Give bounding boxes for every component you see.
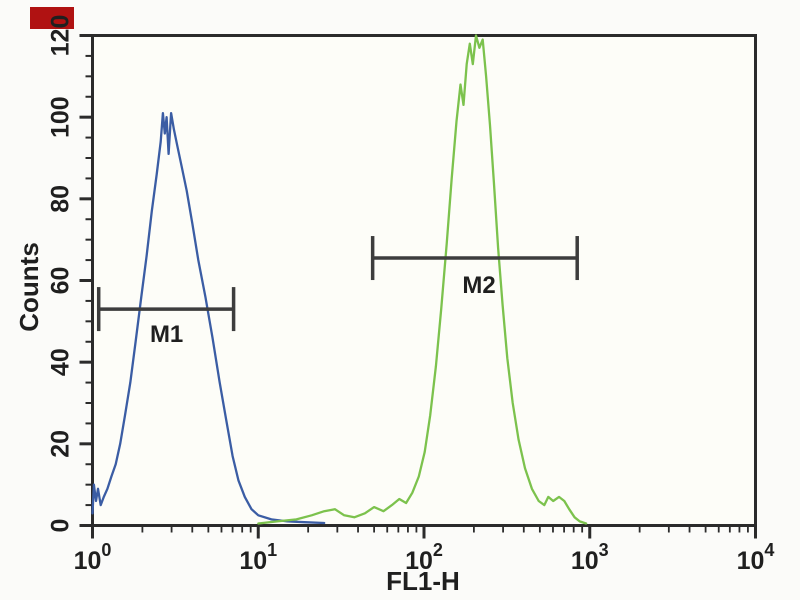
gate-label-M2: M2 (462, 272, 495, 299)
y-tick-label: 60 (47, 267, 75, 295)
y-axis-title: Counts (14, 242, 44, 332)
x-tick-label: 101 (239, 540, 277, 575)
x-tick-label: 100 (74, 540, 112, 575)
x-axis-title: FL1-H (386, 566, 460, 596)
x-tick-label: 104 (737, 540, 775, 575)
corner-red-mark (30, 7, 74, 29)
plot-frame (91, 34, 757, 527)
histogram-curve-green (257, 34, 588, 525)
y-tick-label: 20 (47, 430, 75, 458)
y-tick-label: 120 (47, 15, 75, 57)
y-tick-label: 40 (47, 348, 75, 376)
gate-label-M1: M1 (150, 321, 183, 348)
y-tick-label: 100 (47, 96, 75, 138)
y-tick-label: 0 (47, 519, 75, 533)
histogram-curve-blue (91, 111, 326, 525)
x-tick-label: 103 (571, 540, 609, 575)
y-tick-label: 80 (47, 185, 75, 213)
